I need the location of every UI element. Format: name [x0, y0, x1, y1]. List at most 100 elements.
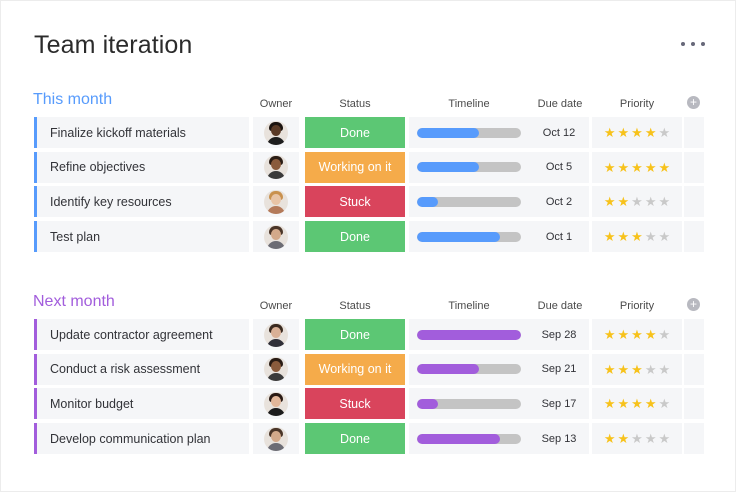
status-badge[interactable]: Done: [305, 319, 405, 350]
avatar[interactable]: [264, 391, 288, 416]
status-badge[interactable]: Done: [305, 221, 405, 253]
timeline-cell[interactable]: [409, 117, 529, 148]
due-date[interactable]: Oct 12: [529, 117, 589, 148]
priority-rating[interactable]: ★ ★ ★ ★ ★: [592, 151, 682, 183]
status-badge[interactable]: Stuck: [305, 388, 405, 420]
group-1: Next month Owner Status Timeline Due date Pri…: [1, 293, 736, 463]
table-row: Finalize kickoff materials Done Oct 12 ★ ★ ★ ★…: [34, 117, 704, 148]
timeline-cell[interactable]: [409, 319, 529, 350]
star-icon[interactable]: ★: [644, 125, 657, 140]
priority-rating[interactable]: ★ ★ ★ ★ ★: [592, 186, 682, 218]
star-icon[interactable]: ★: [631, 327, 643, 342]
avatar[interactable]: [264, 189, 288, 214]
item-name[interactable]: Monitor budget: [34, 388, 249, 420]
timeline-cell[interactable]: [409, 221, 529, 253]
due-date[interactable]: Oct 2: [529, 186, 589, 218]
star-icon[interactable]: ★: [631, 361, 643, 377]
item-name[interactable]: Update contractor agreement: [34, 319, 249, 350]
plus-circle-icon[interactable]: +: [687, 96, 700, 109]
star-icon[interactable]: ★: [617, 396, 630, 412]
star-icon[interactable]: ★: [603, 327, 616, 342]
status-badge[interactable]: Done: [305, 423, 405, 455]
status-badge[interactable]: Working on it: [305, 353, 405, 385]
owner-cell: [253, 423, 299, 455]
priority-rating[interactable]: ★ ★ ★ ★ ★: [592, 319, 682, 350]
star-icon[interactable]: ★: [644, 431, 657, 447]
avatar[interactable]: [264, 224, 288, 249]
avatar[interactable]: [264, 155, 288, 180]
star-icon[interactable]: ★: [603, 159, 616, 175]
avatar[interactable]: [264, 426, 288, 451]
star-rating: ★ ★ ★ ★ ★: [604, 161, 670, 174]
plus-circle-icon[interactable]: +: [687, 298, 700, 311]
priority-rating[interactable]: ★ ★ ★ ★ ★: [592, 388, 682, 420]
star-icon[interactable]: ★: [658, 125, 671, 140]
star-icon[interactable]: ★: [658, 361, 671, 377]
star-icon[interactable]: ★: [603, 431, 616, 447]
timeline-cell[interactable]: [409, 423, 529, 455]
due-date[interactable]: Oct 5: [529, 151, 589, 183]
priority-rating[interactable]: ★ ★ ★ ★ ★: [592, 423, 682, 455]
timeline-cell[interactable]: [409, 186, 529, 218]
star-icon[interactable]: ★: [631, 159, 643, 175]
avatar[interactable]: [264, 357, 288, 382]
star-icon[interactable]: ★: [658, 431, 671, 447]
item-name[interactable]: Develop communication plan: [34, 423, 249, 455]
star-icon[interactable]: ★: [631, 125, 643, 140]
timeline-bar: [417, 364, 521, 375]
priority-rating[interactable]: ★ ★ ★ ★ ★: [592, 117, 682, 148]
star-icon[interactable]: ★: [658, 159, 671, 175]
star-icon[interactable]: ★: [631, 229, 643, 245]
star-icon[interactable]: ★: [603, 361, 616, 377]
due-date[interactable]: Sep 13: [529, 423, 589, 455]
star-icon[interactable]: ★: [631, 431, 643, 447]
star-icon[interactable]: ★: [603, 229, 616, 245]
item-name[interactable]: Finalize kickoff materials: [34, 117, 249, 148]
star-icon[interactable]: ★: [603, 125, 616, 140]
timeline-cell[interactable]: [409, 353, 529, 385]
item-name[interactable]: Conduct a risk assessment: [34, 353, 249, 385]
priority-rating[interactable]: ★ ★ ★ ★ ★: [592, 353, 682, 385]
status-badge[interactable]: Working on it: [305, 151, 405, 183]
star-icon[interactable]: ★: [617, 159, 630, 175]
due-date[interactable]: Oct 1: [529, 221, 589, 253]
star-icon[interactable]: ★: [644, 361, 657, 377]
star-icon[interactable]: ★: [644, 194, 657, 210]
due-date[interactable]: Sep 17: [529, 388, 589, 420]
avatar[interactable]: [264, 322, 288, 347]
ellipsis-icon[interactable]: [681, 34, 705, 54]
avatar[interactable]: [264, 120, 288, 145]
star-icon[interactable]: ★: [603, 194, 616, 210]
group-title[interactable]: This month: [33, 91, 113, 108]
star-icon[interactable]: ★: [617, 194, 630, 210]
star-icon[interactable]: ★: [603, 396, 616, 412]
priority-rating[interactable]: ★ ★ ★ ★ ★: [592, 221, 682, 253]
item-name[interactable]: Refine objectives: [34, 151, 249, 183]
item-name[interactable]: Identify key resources: [34, 186, 249, 218]
star-icon[interactable]: ★: [617, 125, 630, 140]
star-icon[interactable]: ★: [658, 327, 671, 342]
star-icon[interactable]: ★: [644, 327, 657, 342]
star-icon[interactable]: ★: [658, 396, 671, 412]
group-title[interactable]: Next month: [33, 293, 115, 310]
timeline-cell[interactable]: [409, 151, 529, 183]
star-icon[interactable]: ★: [644, 159, 657, 175]
timeline-bar-fill: [417, 398, 438, 409]
item-name[interactable]: Test plan: [34, 221, 249, 253]
star-icon[interactable]: ★: [617, 327, 630, 342]
star-icon[interactable]: ★: [631, 396, 643, 412]
star-icon[interactable]: ★: [617, 361, 630, 377]
star-icon[interactable]: ★: [617, 229, 630, 245]
star-icon[interactable]: ★: [631, 194, 643, 210]
star-icon[interactable]: ★: [658, 229, 671, 245]
due-date[interactable]: Sep 21: [529, 353, 589, 385]
timeline-cell[interactable]: [409, 388, 529, 420]
star-icon[interactable]: ★: [658, 194, 671, 210]
due-date[interactable]: Sep 28: [529, 319, 589, 350]
board-title: Team iteration: [34, 31, 193, 59]
star-icon[interactable]: ★: [644, 396, 657, 412]
status-badge[interactable]: Stuck: [305, 186, 405, 218]
star-icon[interactable]: ★: [617, 431, 630, 447]
star-icon[interactable]: ★: [644, 229, 657, 245]
status-badge[interactable]: Done: [305, 117, 405, 148]
